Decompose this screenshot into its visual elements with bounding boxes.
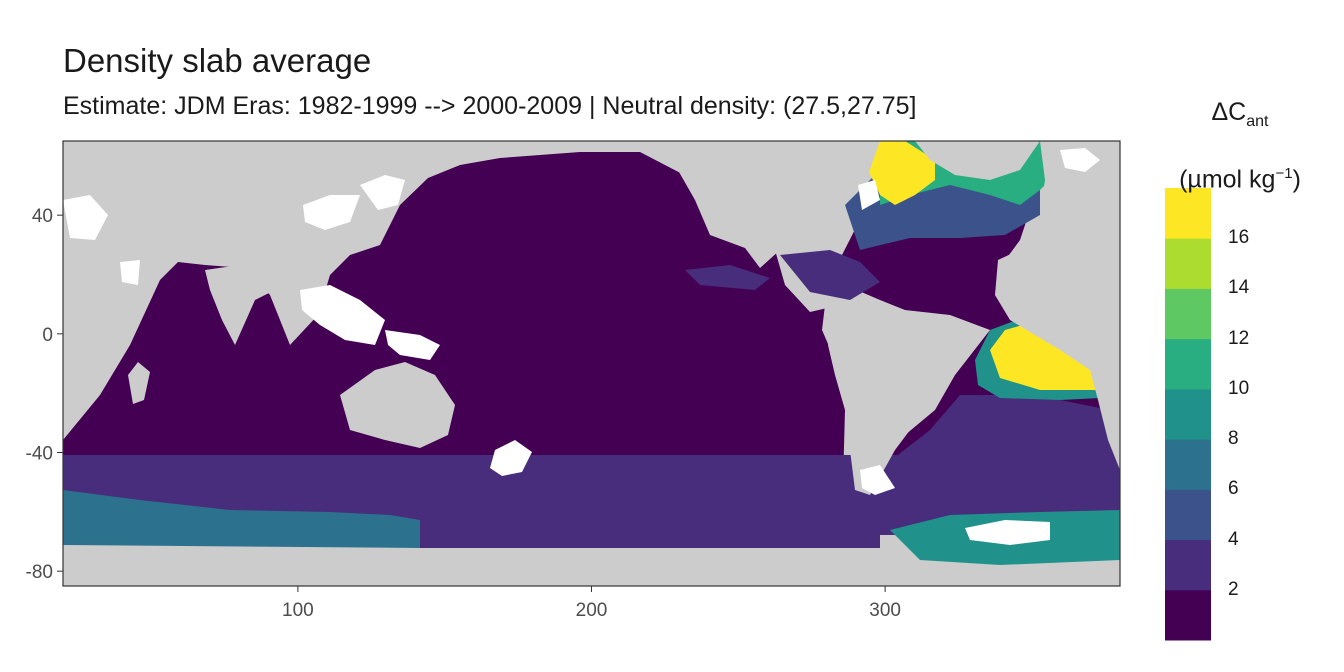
legend-colorbar [1165,188,1211,641]
legend-color-swatch [1165,288,1211,340]
no-data-patch [858,180,880,210]
map-panel [63,141,1120,586]
no-data-patch [300,285,385,345]
africa-land [995,238,1120,470]
tropical-north-pacific-band [685,265,770,290]
legend-color-swatch [1165,238,1211,289]
legend-label: 14 [1228,277,1250,299]
australia-land [340,362,455,448]
chart-title: Density slab average [63,42,372,79]
legend-color-swatch [1165,589,1211,641]
madagascar-land [128,362,150,404]
legend-color-swatch [1165,489,1211,541]
legend-color-swatch [1165,388,1211,440]
legend-label: 2 [1228,578,1239,600]
legend-label: 16 [1228,227,1250,249]
y-tick-label: -80 [26,562,53,583]
x-tick-label: 100 [282,600,314,621]
no-data-patch [385,330,440,360]
eurasia-land [63,141,420,300]
y-tick-label: 40 [32,206,53,227]
no-data-patch [1060,148,1100,172]
antarctica-land [63,545,1120,586]
legend-label: 12 [1228,327,1250,349]
legend-color-swatch [1165,539,1211,591]
southern-ocean-pacific-edge [420,505,880,548]
eastern-africa-land [63,300,120,430]
caribbean-region [780,250,880,300]
legend-label: 4 [1228,528,1239,550]
legend-title: ΔCant (µmol kg−1) [1179,98,1301,194]
no-data-patch [120,260,140,285]
north-america-land [640,141,880,268]
south-america-land [822,302,950,495]
legend-label: 8 [1228,428,1239,450]
indo-pacific-region [63,152,845,520]
greenland-land [915,141,1040,180]
y-tick-label: 0 [42,325,53,346]
no-data-patch [303,195,360,230]
legend-color-swatch [1165,338,1211,390]
y-tick-label: -40 [26,444,53,465]
legend-color-swatch [1165,439,1211,490]
europe-land [1040,141,1120,240]
legend-color-swatch [1165,188,1211,239]
indian-subcontinent-land [205,265,262,345]
no-data-patch [490,440,532,476]
no-data-patch [360,175,405,210]
chart-subtitle: Estimate: JDM Eras: 1982-1999 --> 2000-2… [63,92,917,120]
x-tick-label: 300 [869,600,901,621]
legend-label: 10 [1228,377,1250,399]
southern-ocean-indian-edge [63,490,420,548]
south-atlantic-band [885,395,1120,520]
no-data-patch [63,195,108,240]
no-data-patch [965,520,1050,545]
x-tick-label: 200 [576,600,608,621]
labrador-sea-region [868,141,935,205]
no-data-patch [860,465,895,495]
legend-label: 6 [1228,478,1239,500]
